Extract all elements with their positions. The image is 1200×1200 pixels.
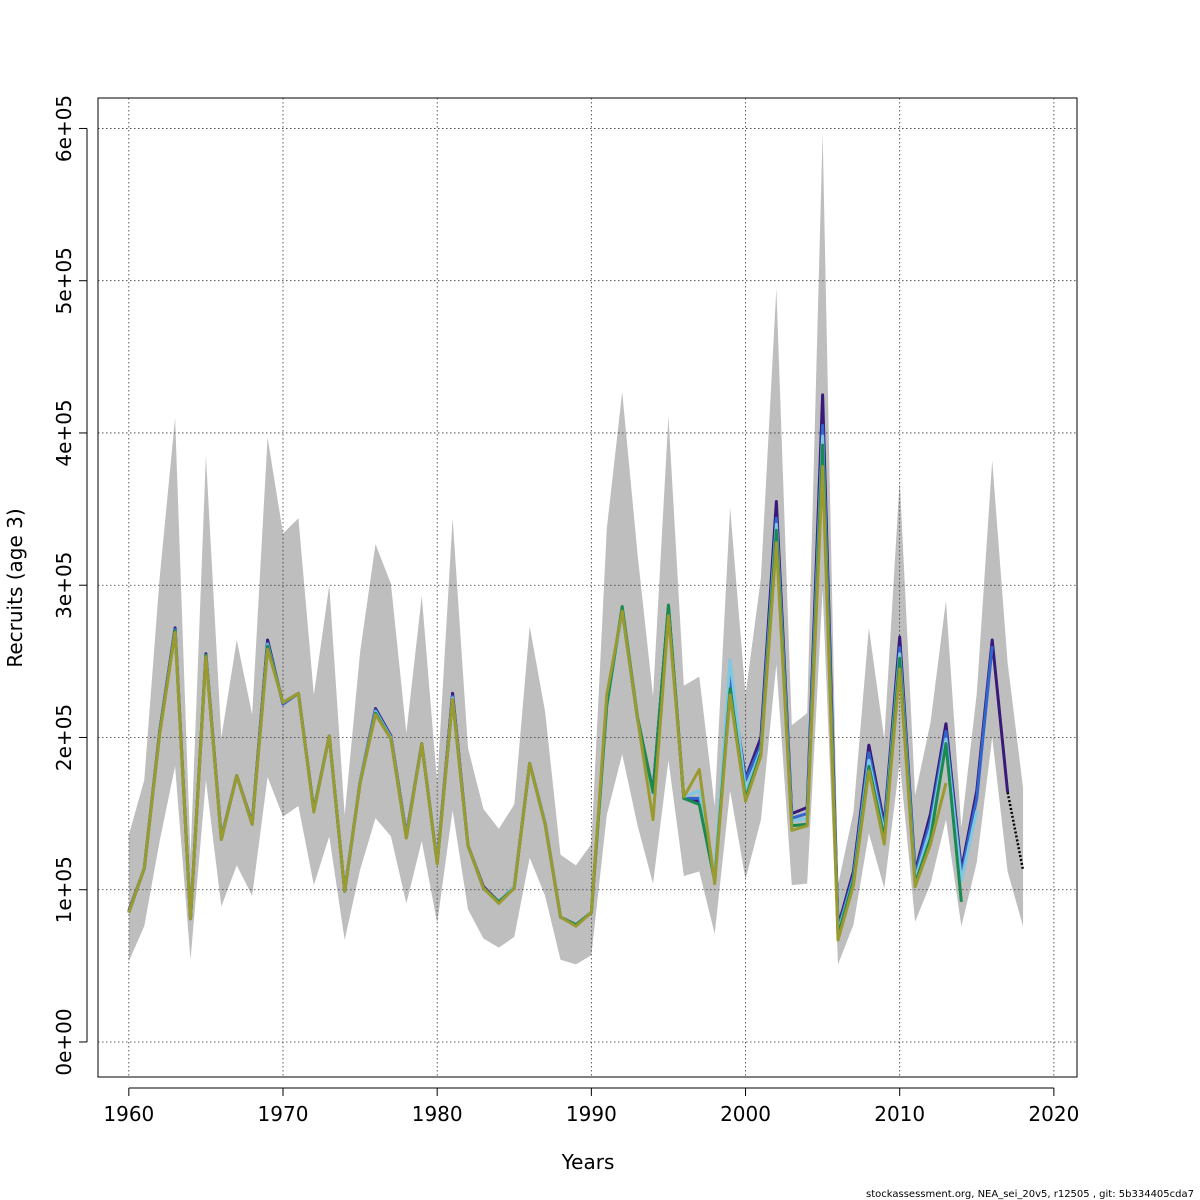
forecast-line (1006, 792, 1025, 871)
y-tick-label: 1e+05 (52, 856, 76, 923)
series-line-5 (127, 464, 948, 942)
y-tick-label: 0e+00 (52, 1008, 76, 1075)
x-tick-label: 1990 (566, 1102, 617, 1126)
confidence-band-layer (128, 133, 1024, 965)
x-tick-label: 2010 (874, 1102, 925, 1126)
x-tick-label: 1970 (258, 1102, 309, 1126)
y-axis-title: Recruits (age 3) (3, 508, 27, 667)
source-footnote: stockassessment.org, NEA_sei_20v5, r1250… (866, 1189, 1194, 1200)
x-tick-label: 2000 (720, 1102, 771, 1126)
y-tick-label: 4e+05 (52, 399, 76, 466)
x-tick-label: 2020 (1028, 1102, 1079, 1126)
confidence-band (128, 133, 1024, 965)
y-tick-label: 5e+05 (52, 247, 76, 314)
y-tick-label: 6e+05 (52, 95, 76, 162)
x-axis-title: Years (561, 1150, 615, 1174)
y-axis: 0e+00 1e+05 2e+05 3e+05 4e+05 5e+05 6e+05 (52, 95, 88, 1076)
x-tick-label: 1980 (412, 1102, 463, 1126)
grid-layer (98, 98, 1077, 1077)
y-tick-label: 2e+05 (52, 704, 76, 771)
plot-frame (97, 97, 1078, 1078)
x-tick-label: 1960 (103, 1102, 154, 1126)
x-axis: 1960 1970 1980 1990 2000 2010 2020 (103, 1087, 1079, 1126)
series-layer (127, 393, 1025, 942)
y-tick-label: 3e+05 (52, 552, 76, 619)
